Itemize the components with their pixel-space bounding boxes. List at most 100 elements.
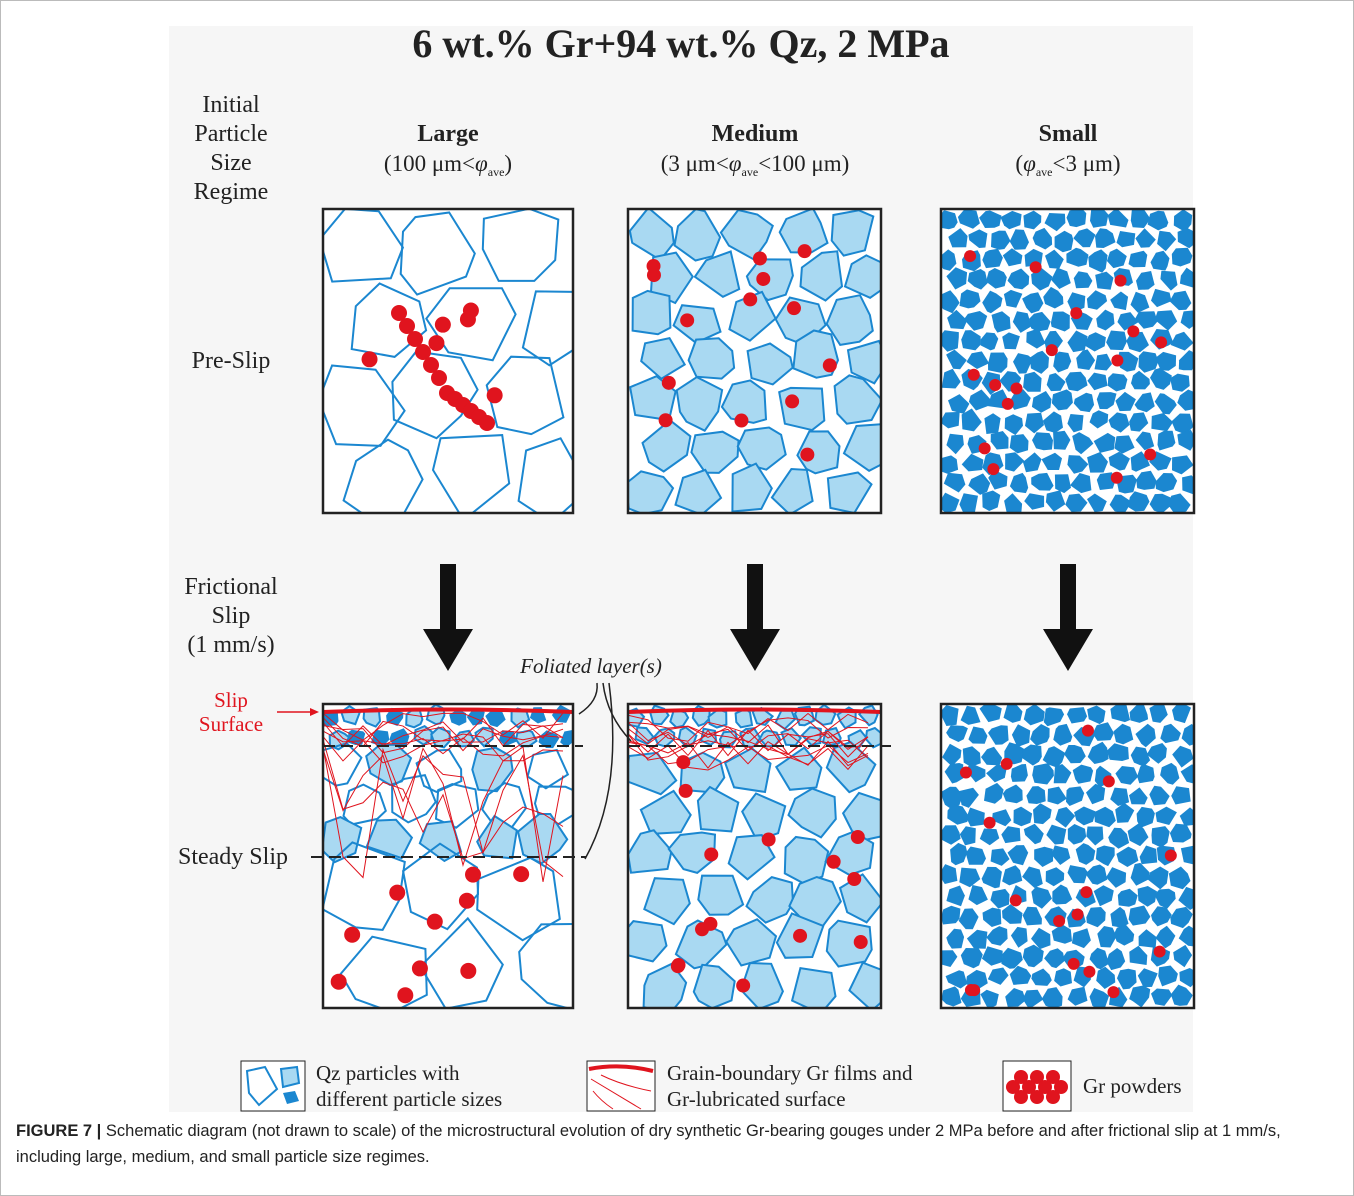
- legend-label: Gr powders: [1083, 1074, 1182, 1098]
- gr-powder: [704, 847, 718, 861]
- gr-powder: [1010, 383, 1022, 395]
- caption-text: Schematic diagram (not drawn to scale) o…: [16, 1122, 1281, 1166]
- gr-powder: [1046, 344, 1058, 356]
- particle: [431, 728, 449, 748]
- gr-powder: [671, 959, 685, 973]
- range-symbol: φ: [729, 151, 742, 176]
- foliated-label: Foliated layer(s): [519, 654, 662, 678]
- range-text: <3 μm): [1052, 151, 1120, 176]
- legend-label: different particle sizes: [316, 1087, 502, 1111]
- slip-surface-label: Slip: [214, 688, 248, 712]
- legend-icon: [1046, 1090, 1060, 1104]
- gr-powder: [1002, 398, 1014, 410]
- gr-powder: [465, 867, 481, 883]
- particle: [516, 731, 537, 747]
- gr-powder: [1127, 325, 1139, 337]
- particle: [736, 709, 752, 728]
- gr-powder: [1070, 307, 1082, 319]
- gr-powder: [703, 917, 717, 931]
- gr-powder: [427, 914, 443, 930]
- legend-label: Qz particles with: [316, 1061, 460, 1085]
- particle: [779, 388, 824, 430]
- gr-powder: [428, 335, 444, 351]
- gr-powder: [965, 984, 977, 996]
- gr-powder: [679, 784, 693, 798]
- legend-icon: [1014, 1090, 1028, 1104]
- gr-powder: [964, 250, 976, 262]
- gr-powder: [847, 872, 861, 886]
- row-label: Size: [210, 150, 251, 176]
- page: {"title":"6 wt.% Gr+94 wt.% Qz, 2 MPa", …: [0, 0, 1354, 1196]
- gr-powder: [479, 415, 495, 431]
- particle: [633, 291, 671, 334]
- gr-powder: [989, 379, 1001, 391]
- gr-powder: [1082, 725, 1094, 737]
- gr-powder: [960, 767, 972, 779]
- gr-powder: [1115, 275, 1127, 287]
- gr-powder: [1001, 758, 1013, 770]
- slip-arrow-shaft: [440, 564, 456, 634]
- row-label: (1 mm/s): [187, 632, 274, 658]
- gr-powder: [798, 244, 812, 258]
- gr-powder: [459, 893, 475, 909]
- gr-powder: [800, 448, 814, 462]
- gr-powder: [659, 413, 673, 427]
- row-label: Particle: [194, 121, 267, 147]
- row-label: Frictional: [184, 574, 278, 600]
- gr-powder: [1083, 966, 1095, 978]
- gr-powder: [823, 358, 837, 372]
- particle: [406, 709, 422, 727]
- title: 6 wt.% Gr+94 wt.% Qz, 2 MPa: [412, 21, 949, 66]
- gr-powder: [793, 929, 807, 943]
- gr-powder: [487, 387, 503, 403]
- figure: 6 wt.% Gr+94 wt.% Qz, 2 MPa Initial Parti…: [1, 1, 1354, 1119]
- caption-label: FIGURE 7 |: [16, 1122, 101, 1140]
- row-label: Steady Slip: [178, 844, 288, 870]
- gr-powder: [1080, 886, 1092, 898]
- range-subscript: ave: [1036, 165, 1053, 179]
- slip-arrow-shaft: [1060, 564, 1076, 634]
- range-text: <100 μm): [758, 151, 849, 176]
- gr-powder: [787, 301, 801, 315]
- gr-powder: [851, 830, 865, 844]
- legend-label: Grain-boundary Gr films and: [667, 1061, 913, 1085]
- box-fill: [323, 209, 573, 513]
- column-name: Large: [417, 121, 479, 147]
- row-label: Pre-Slip: [192, 348, 271, 374]
- range-subscript: ave: [742, 165, 759, 179]
- gr-powder: [968, 369, 980, 381]
- gr-powder: [734, 414, 748, 428]
- gr-powder: [680, 313, 694, 327]
- gr-powder: [647, 259, 661, 273]
- gr-powder: [513, 866, 529, 882]
- gr-powder: [762, 832, 776, 846]
- gr-powder: [460, 963, 476, 979]
- gr-powder: [362, 351, 378, 367]
- gr-powder: [1103, 775, 1115, 787]
- gr-powder: [1111, 354, 1123, 366]
- gr-powder: [435, 317, 451, 333]
- gr-powder: [743, 292, 757, 306]
- gr-powder: [1030, 261, 1042, 273]
- row-label: Regime: [194, 179, 269, 205]
- range-symbol: φ: [475, 151, 488, 176]
- gr-powder: [1010, 894, 1022, 906]
- caption: FIGURE 7 | Schematic diagram (not drawn …: [16, 1118, 1334, 1170]
- gr-powder: [984, 817, 996, 829]
- gr-powder: [736, 979, 750, 993]
- row-label: Initial: [202, 92, 260, 118]
- range-subscript: ave: [488, 165, 505, 179]
- gr-powder: [854, 935, 868, 949]
- gr-powder: [1154, 946, 1166, 958]
- gr-powder: [344, 927, 360, 943]
- legend-icon: [1030, 1090, 1044, 1104]
- column-name: Medium: [712, 121, 799, 147]
- range-text: (100 μm<: [384, 151, 475, 176]
- range-text: (: [1015, 151, 1023, 176]
- gr-powder: [1111, 472, 1123, 484]
- gr-powder: [1165, 849, 1177, 861]
- gr-powder: [979, 442, 991, 454]
- row-label: Slip: [212, 603, 251, 629]
- gr-powder: [397, 987, 413, 1003]
- gr-powder: [331, 974, 347, 990]
